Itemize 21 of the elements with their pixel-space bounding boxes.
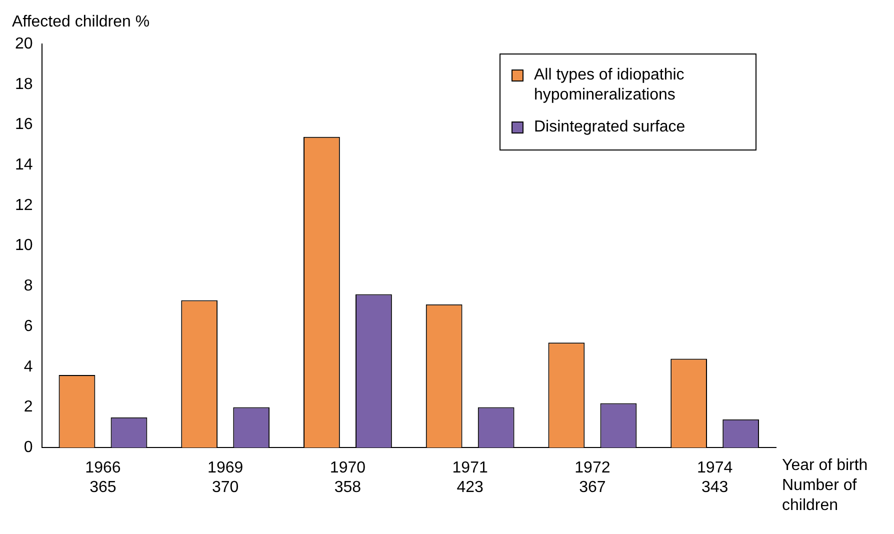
x-tick-label: 1966 365	[85, 460, 121, 496]
x-tick-label: 1971 423	[452, 460, 488, 496]
y-tick-label: 2	[24, 398, 33, 416]
y-axis-title: Affected children %	[12, 13, 150, 30]
x-axis-title: Year of birth Number of children	[782, 457, 868, 514]
y-tick-label: 8	[24, 278, 33, 295]
legend-label: Disintegrated surface	[534, 118, 686, 136]
y-tick-label: 0	[24, 439, 33, 456]
y-tick-label: 10	[15, 237, 33, 254]
y-tick-label: 18	[15, 76, 33, 93]
y-tick-label: 16	[15, 116, 33, 134]
x-tick-label: 1970 358	[330, 460, 366, 496]
y-tick-label: 4	[24, 358, 33, 376]
x-tick-label: 1974 343	[697, 460, 733, 496]
legend-label: All types of idiopathic hypomineralizations	[534, 66, 684, 104]
y-tick-label: 12	[15, 196, 33, 214]
y-tick-label: 14	[15, 156, 33, 174]
x-tick-label: 1969 370	[208, 460, 244, 496]
x-tick-label: 1972 367	[574, 460, 610, 496]
y-tick-label: 6	[24, 318, 33, 335]
y-tick-label: 20	[15, 35, 33, 52]
